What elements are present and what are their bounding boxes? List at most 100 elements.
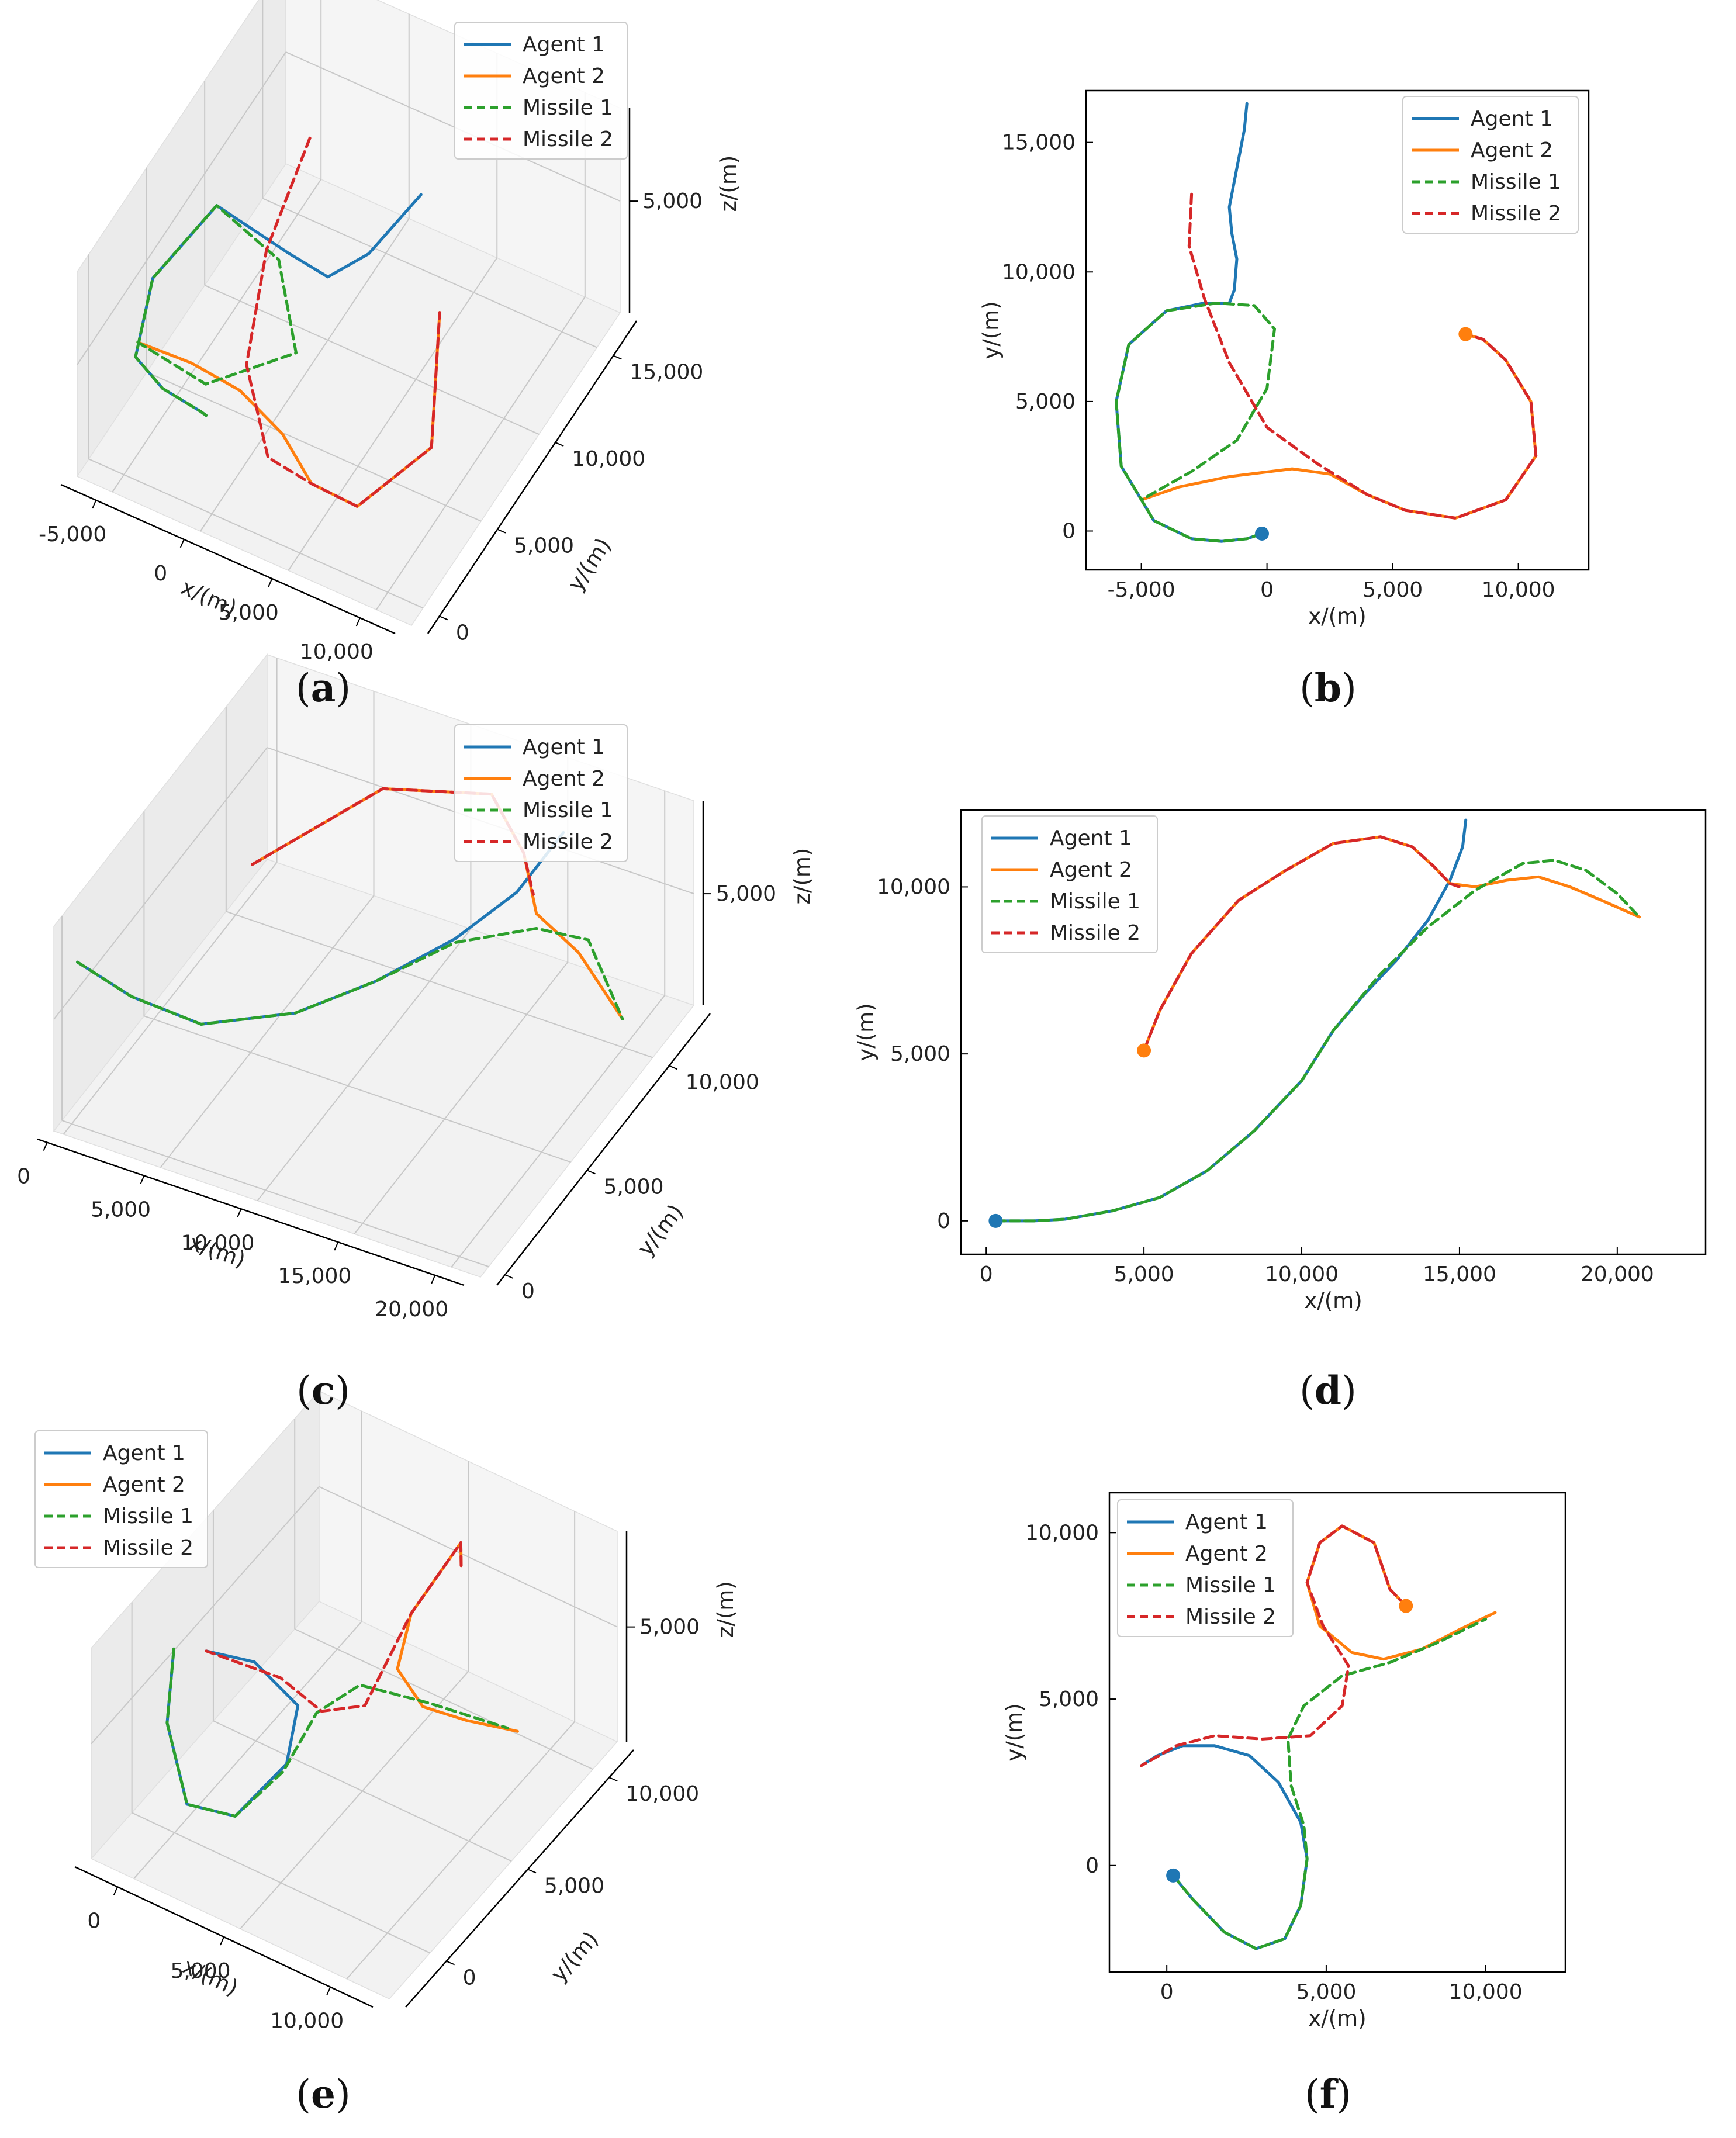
- x-tick-label-a: 10,000: [300, 640, 374, 664]
- y-tick-label-a: 10,000: [572, 447, 645, 471]
- x-tick-e: [113, 1886, 118, 1895]
- y-tick-label-b: 10,000: [1002, 260, 1076, 284]
- panel-label-f: (f): [1305, 2071, 1351, 2117]
- x-tick-label-f: 10,000: [1449, 1980, 1523, 2004]
- y-axis-label-e: y/(m): [546, 1926, 603, 1987]
- grid-line-a: [88, 458, 424, 609]
- grid-line-e: [240, 1671, 469, 1929]
- y-tick-label-c: 10,000: [686, 1070, 759, 1094]
- legend-label-missile-1: Missile 1: [523, 798, 613, 822]
- y-tick-label-b: 0: [1062, 520, 1076, 544]
- grid-line-a: [262, 198, 597, 348]
- y-tick-c: [504, 1274, 514, 1279]
- start-marker-agent-1-d: [988, 1213, 1003, 1228]
- x-tick-e: [220, 1936, 224, 1946]
- series-missile-2-c: [251, 787, 535, 896]
- y-tick-a: [497, 528, 506, 534]
- grid-line-a: [146, 371, 482, 522]
- y-tick-label-e: 5,000: [544, 1874, 604, 1898]
- series-missile-2-b: [1187, 192, 1538, 520]
- y-axis-line-a: [427, 320, 638, 634]
- y-tick-a: [613, 355, 622, 360]
- start-marker-agent-2-b: [1458, 327, 1473, 341]
- x-tick-label-b: 0: [1260, 578, 1274, 602]
- x-tick-label-b: 10,000: [1482, 578, 1555, 602]
- x-tick-label-a: 0: [154, 562, 167, 586]
- y-tick-label-f: 10,000: [1025, 1521, 1099, 1545]
- x-tick-c: [237, 1208, 242, 1217]
- y-tick-label-f: 0: [1085, 1854, 1099, 1878]
- y-tick-c: [587, 1170, 596, 1175]
- legend-box-c: [454, 724, 628, 862]
- y-tick-label-d: 0: [937, 1209, 950, 1233]
- z-axis-label-e: z/(m): [713, 1581, 738, 1638]
- legend-label-agent-1: Agent 1: [523, 735, 605, 759]
- y-axis-label-d: y/(m): [853, 1003, 879, 1061]
- series-missile-2-f: [1140, 1524, 1408, 1767]
- x-axis-label-a: x/(m): [177, 575, 240, 621]
- x-tick-c: [334, 1241, 339, 1251]
- y-tick-label-c: 0: [521, 1279, 535, 1303]
- series-missile-1-e: [165, 1647, 510, 1818]
- x-tick-e: [326, 1987, 331, 1996]
- y-axis-label-f: y/(m): [1002, 1703, 1027, 1761]
- y-tick-label-c: 5,000: [603, 1175, 663, 1199]
- x-tick-a: [268, 578, 273, 587]
- x-tick-a: [179, 539, 185, 548]
- panel-label-a: (a): [296, 665, 351, 711]
- series-missile-1-d: [994, 859, 1641, 1223]
- y-tick-label-e: 10,000: [625, 1782, 699, 1806]
- y-tick-label-a: 5,000: [514, 534, 574, 558]
- grid-line-a: [112, 179, 322, 493]
- grid-line-c: [53, 747, 268, 1020]
- legend-label-missile-2: Missile 2: [523, 830, 613, 854]
- y-axis-line-e: [405, 1749, 634, 2008]
- x-tick-label-a: -5,000: [39, 523, 106, 546]
- x-tick-label-d: 5,000: [1114, 1262, 1174, 1286]
- panel-label-b: (b): [1299, 665, 1357, 711]
- series-missile-1-f: [1171, 1617, 1488, 1950]
- panel-d: 0 5,000 10,000 15,000 20,00005,00010,000x/(m…: [853, 809, 1707, 1313]
- panel-b: -5,000 0 5,000 10,000 0 5,000 10,000 15,000 x/(m…: [978, 89, 1590, 629]
- legend-label-missile-2: Missile 2: [103, 1536, 193, 1560]
- x-tick-c: [140, 1175, 145, 1184]
- y-tick-label-a: 15,000: [630, 360, 703, 384]
- x-tick-label-c: 20,000: [375, 1298, 448, 1321]
- legend-label-agent-2: Agent 2: [523, 64, 605, 88]
- legend-label-agent-1: Agent 1: [1471, 107, 1553, 131]
- x-tick-c: [431, 1275, 436, 1284]
- z-axis-label-c: z/(m): [790, 848, 815, 905]
- y-axis-line-c: [496, 1013, 711, 1286]
- y-tick-label-a: 0: [456, 621, 469, 645]
- grid-line-c: [226, 911, 653, 1058]
- y-axis-label-b: y/(m): [978, 301, 1004, 359]
- grid-line-e: [294, 1628, 593, 1770]
- y-tick-label-b: 15,000: [1002, 131, 1076, 155]
- left-pane-a: [77, 0, 286, 478]
- grid-line-c: [63, 862, 278, 1135]
- grid-line-e: [132, 1812, 431, 1954]
- legend-label-agent-1: Agent 1: [103, 1441, 185, 1465]
- z-axis-label-a: z/(m): [716, 155, 741, 212]
- grid-line-a: [288, 257, 498, 571]
- grid-line-c: [257, 928, 472, 1201]
- legend-label-agent-2: Agent 2: [103, 1473, 185, 1497]
- y-tick-label-f: 5,000: [1039, 1687, 1099, 1711]
- legend-box-f: [1117, 1499, 1294, 1637]
- x-tick-label-a: 5,000: [219, 601, 279, 625]
- x-tick-label-e: 5,000: [170, 1959, 230, 1983]
- legend-box-b: [1402, 96, 1579, 234]
- legend-label-missile-1: Missile 1: [1471, 170, 1561, 194]
- legend-label-missile-2: Missile 2: [1185, 1605, 1276, 1629]
- x-tick-label-d: 10,000: [1265, 1262, 1339, 1286]
- grid-line-a: [199, 218, 410, 532]
- start-marker-agent-2-d: [1137, 1043, 1151, 1058]
- legend-label-missile-1: Missile 1: [523, 96, 613, 120]
- y-tick-e: [527, 1869, 537, 1874]
- x-tick-label-e: 10,000: [270, 2009, 344, 2033]
- y-axis-label-c: y/(m): [632, 1199, 688, 1261]
- x-axis-label-d: x/(m): [1304, 1288, 1362, 1313]
- y-tick-e: [608, 1777, 618, 1782]
- series-missile-1-c: [76, 927, 624, 1026]
